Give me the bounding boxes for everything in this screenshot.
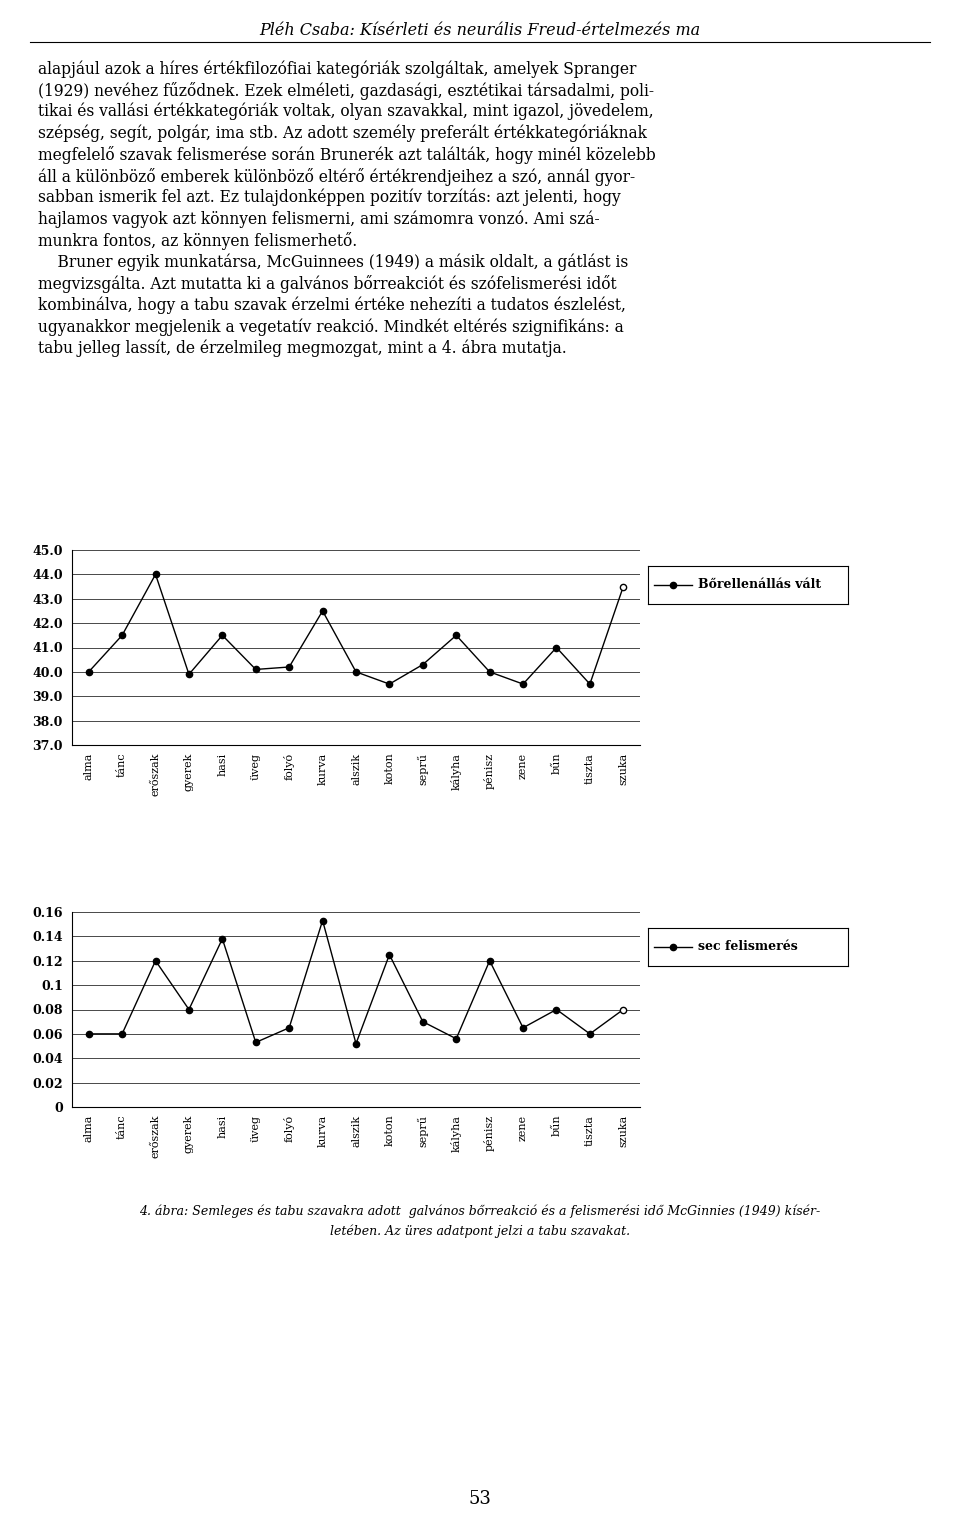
Text: kombinálva, hogy a tabu szavak érzelmi értéke nehezíti a tudatos észlelést,: kombinálva, hogy a tabu szavak érzelmi é…	[38, 297, 626, 314]
Text: tikai és vallási értékkategóriák voltak, olyan szavakkal, mint igazol, jövedelem: tikai és vallási értékkategóriák voltak,…	[38, 104, 654, 120]
Text: hajlamos vagyok azt könnyen felismerni, ami számomra vonzó. Ami szá-: hajlamos vagyok azt könnyen felismerni, …	[38, 210, 600, 228]
Text: sec felismerés: sec felismerés	[698, 940, 798, 953]
Text: (1929) nevéhez fűződnek. Ezek elméleti, gazdasági, esztétikai társadalmi, poli-: (1929) nevéhez fűződnek. Ezek elméleti, …	[38, 82, 654, 99]
Text: sabban ismerik fel azt. Ez tulajdonképpen pozitív torzítás: azt jelenti, hogy: sabban ismerik fel azt. Ez tulajdonképpe…	[38, 189, 621, 207]
Text: 4. ábra: Semleges és tabu szavakra adott  galvános bőrreakció és a felismerési i: 4. ábra: Semleges és tabu szavakra adott…	[139, 1205, 821, 1218]
Text: Bruner egyik munkatársa, McGuinnees (1949) a másik oldalt, a gátlást is: Bruner egyik munkatársa, McGuinnees (194…	[38, 253, 628, 271]
Text: szépség, segít, polgár, ima stb. Az adott személy preferált értékkategóriáknak: szépség, segít, polgár, ima stb. Az adot…	[38, 125, 647, 142]
Text: áll a különböző emberek különböző eltérő értékrendjeihez a szó, annál gyor-: áll a különböző emberek különböző eltérő…	[38, 168, 636, 186]
Text: tabu jelleg lassít, de érzelmileg megmozgat, mint a 4. ábra mutatja.: tabu jelleg lassít, de érzelmileg megmoz…	[38, 340, 566, 356]
Text: Bőrellenállás vált: Bőrellenállás vált	[698, 579, 821, 591]
Text: megfelelő szavak felismerése során Brunerék azt találták, hogy minél közelebb: megfelelő szavak felismerése során Brune…	[38, 146, 656, 164]
Text: munkra fontos, az könnyen felismerhető.: munkra fontos, az könnyen felismerhető.	[38, 231, 357, 250]
Text: ugyanakkor megjelenik a vegetatív reakció. Mindkét eltérés szignifikáns: a: ugyanakkor megjelenik a vegetatív reakci…	[38, 318, 624, 335]
Text: letében. Az üres adatpont jelzi a tabu szavakat.: letében. Az üres adatpont jelzi a tabu s…	[330, 1224, 630, 1238]
Text: megvizsgálta. Azt mutatta ki a galvános bőrreakciót és szófelismerési időt: megvizsgálta. Azt mutatta ki a galvános …	[38, 276, 616, 292]
Text: 53: 53	[468, 1489, 492, 1508]
Text: Pléh Csaba: Kísérleti és neurális Freud-értelmezés ma: Pléh Csaba: Kísérleti és neurális Freud-…	[259, 21, 701, 40]
Text: alapjául azok a híres értékfilozófiai kategóriák szolgáltak, amelyek Spranger: alapjául azok a híres értékfilozófiai ka…	[38, 59, 636, 78]
